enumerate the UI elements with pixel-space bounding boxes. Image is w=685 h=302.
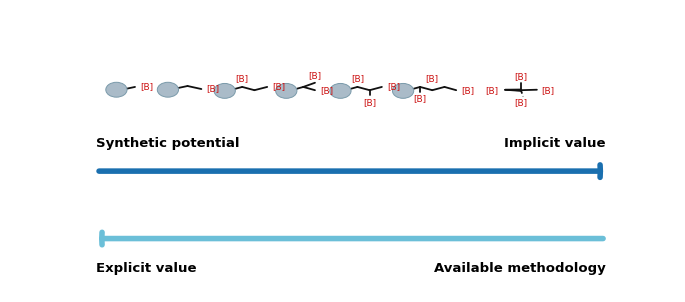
- Text: [B]: [B]: [486, 86, 499, 95]
- Text: [B]: [B]: [236, 74, 249, 83]
- Text: [B]: [B]: [541, 86, 554, 95]
- Ellipse shape: [105, 82, 127, 97]
- Text: Synthetic potential: Synthetic potential: [96, 137, 240, 150]
- Text: [B]: [B]: [425, 74, 439, 83]
- Ellipse shape: [158, 82, 179, 97]
- Text: [B]: [B]: [514, 72, 527, 81]
- Text: [B]: [B]: [207, 85, 220, 94]
- Text: [B]: [B]: [462, 86, 475, 95]
- Text: [B]: [B]: [387, 82, 400, 92]
- Ellipse shape: [275, 83, 297, 98]
- Text: [B]: [B]: [414, 94, 427, 103]
- Text: [B]: [B]: [140, 82, 153, 92]
- Text: [B]: [B]: [514, 98, 527, 108]
- Text: [B]: [B]: [273, 82, 286, 92]
- Text: [B]: [B]: [308, 71, 321, 80]
- Text: Available methodology: Available methodology: [434, 262, 606, 275]
- Ellipse shape: [393, 83, 414, 98]
- Ellipse shape: [214, 83, 236, 98]
- Ellipse shape: [329, 83, 351, 98]
- Text: [B]: [B]: [363, 98, 376, 107]
- Text: [B]: [B]: [351, 74, 364, 83]
- Text: Explicit value: Explicit value: [96, 262, 197, 275]
- Text: [B]: [B]: [321, 86, 334, 95]
- Text: Implicit value: Implicit value: [504, 137, 606, 150]
